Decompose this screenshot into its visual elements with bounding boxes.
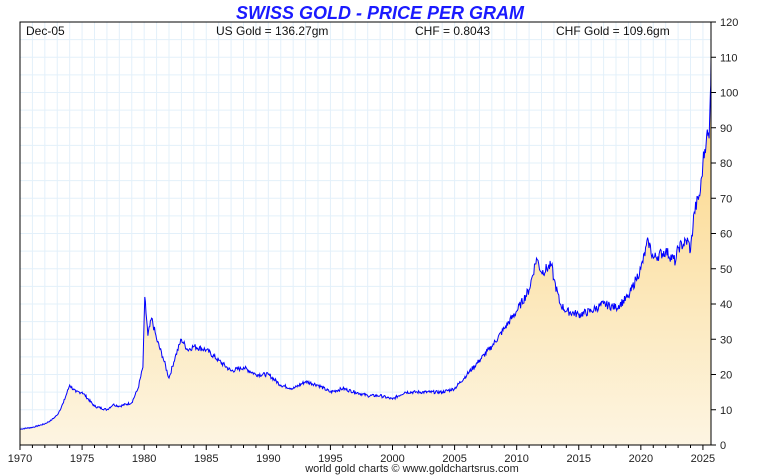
y-tick-label: 50 [720,264,732,276]
y-tick-label: 110 [720,52,738,64]
x-tick-label: 2015 [567,453,591,465]
y-tick-label: 80 [720,158,732,170]
y-tick-label: 120 [720,17,738,29]
x-tick-label: 2010 [504,453,528,465]
y-tick-label: 90 [720,123,732,135]
x-tick-label: 1970 [8,453,32,465]
x-tick-label: 1985 [194,453,218,465]
y-tick-label: 0 [720,440,726,452]
x-tick-label: 1975 [70,453,94,465]
chart-title: SWISS GOLD - PRICE PER GRAM [236,3,525,23]
y-tick-label: 60 [720,229,732,241]
x-tick-label: 1995 [318,453,342,465]
x-tick-label: 1980 [132,453,156,465]
x-tick-label: 2020 [629,453,653,465]
y-tick-label: 10 [720,405,732,417]
header-chf-gold: CHF Gold = 109.6gm [556,24,670,38]
x-tick-label: 1990 [256,453,280,465]
y-tick-label: 40 [720,299,732,311]
axes: 0 10 20 30 40 50 60 70 80 90 100 110 120 1970 1975 1980… [8,17,739,465]
header-chf: CHF = 0.8043 [415,24,490,38]
x-tick-label: 2000 [380,453,404,465]
y-tick-label: 20 [720,370,732,382]
x-tick-label: 2005 [442,453,466,465]
y-tick-label: 70 [720,193,732,205]
price-line [20,58,712,430]
y-tick-label: 30 [720,334,732,346]
header-us-gold: US Gold = 136.27gm [216,24,328,38]
x-tick-label: 2025 [691,453,715,465]
y-tick-label: 100 [720,88,738,100]
price-area-fill [20,58,711,445]
footer-credit: world gold charts © www.goldchartsrus.co… [304,463,519,475]
header-date: Dec-05 [26,24,65,38]
